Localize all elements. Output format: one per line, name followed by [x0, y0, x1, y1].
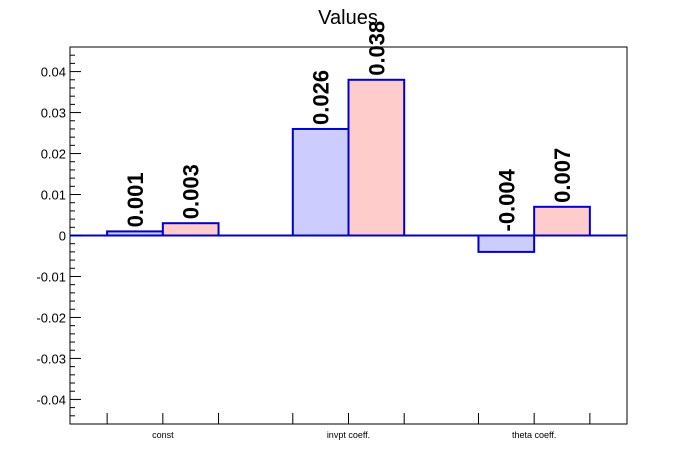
bar-s1-invpt-coeff-: [291, 127, 350, 237]
data-label: 0.003: [179, 164, 204, 219]
y-tick-label: 0.04: [41, 65, 66, 80]
data-label: 0.026: [309, 70, 334, 125]
bar-s2-invpt-coeff-: [347, 78, 406, 237]
y-tick-label: -0.02: [36, 310, 66, 325]
bar-s2-theta-coeff-: [533, 205, 591, 237]
y-tick-label: 0.03: [41, 106, 66, 121]
bar-s2-const: [161, 222, 220, 237]
data-labels-group: 0.001 0.026 -0.004 0.003 0.038 0.007: [123, 21, 575, 232]
bar-s1-theta-coeff-: [477, 234, 536, 253]
bars-group: [106, 78, 591, 253]
x-category-label: const: [152, 430, 174, 440]
data-label: -0.004: [494, 168, 519, 231]
y-tick-label: -0.01: [36, 269, 66, 284]
x-axis-ticks: const invpt coeff. theta coeff.: [106, 413, 591, 440]
data-label: 0.001: [123, 172, 148, 227]
chart-title: Values: [318, 7, 378, 29]
y-tick-label: 0: [59, 229, 66, 244]
data-label: 0.007: [550, 148, 575, 203]
y-tick-label: -0.03: [36, 351, 66, 366]
y-axis-ticks: -0.04 -0.03 -0.02 -0.01 0 0.01 0.02 0.03 0.04: [36, 46, 81, 425]
x-category-label: invpt coeff.: [327, 430, 370, 440]
y-tick-label: -0.04: [36, 392, 66, 407]
y-tick-label: 0.01: [41, 188, 66, 203]
x-category-label: theta coeff.: [512, 430, 556, 440]
y-tick-label: 0.02: [41, 147, 66, 162]
data-label: 0.038: [364, 21, 389, 76]
